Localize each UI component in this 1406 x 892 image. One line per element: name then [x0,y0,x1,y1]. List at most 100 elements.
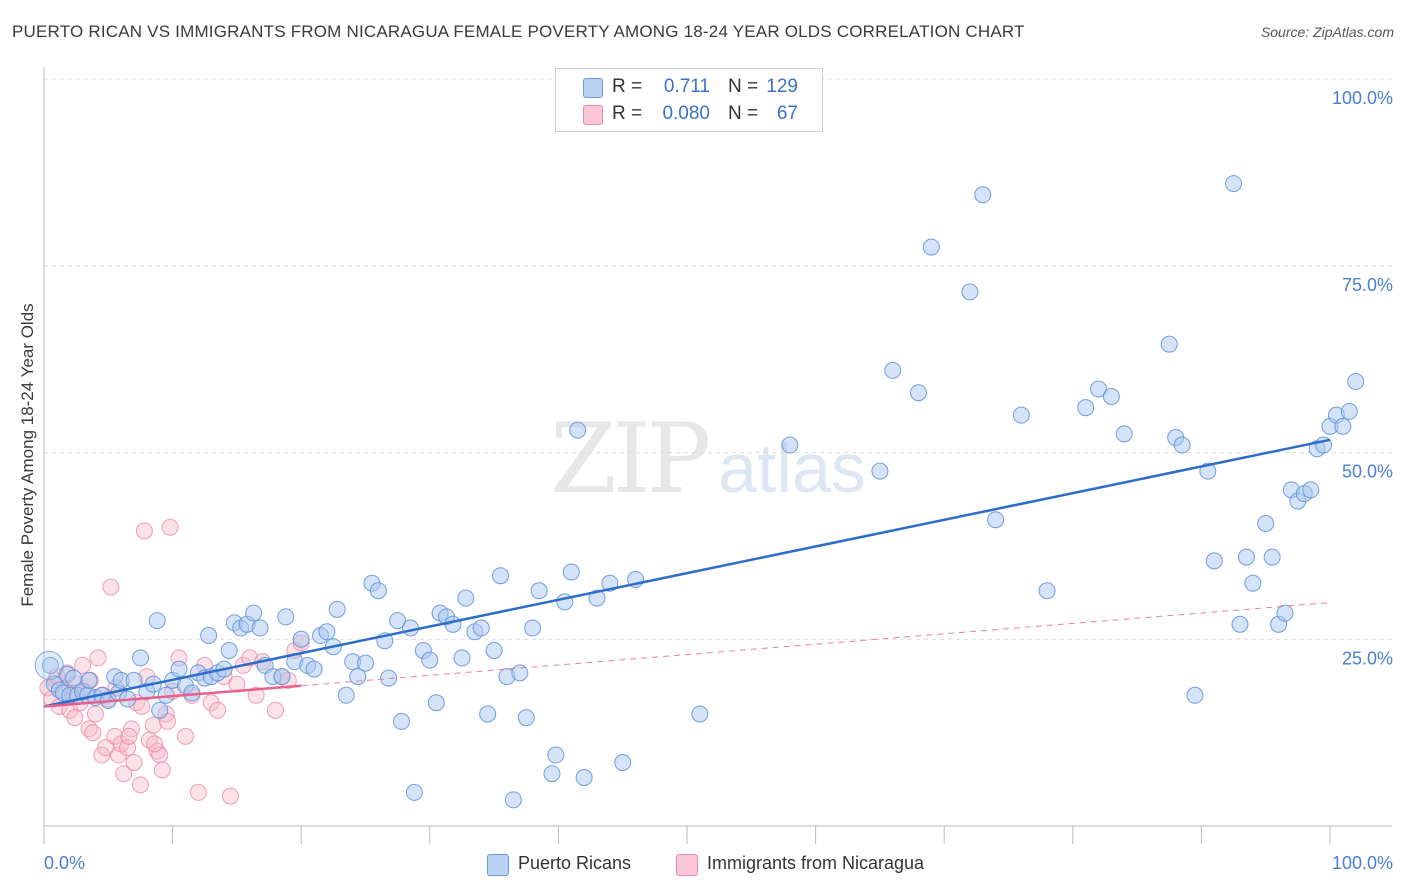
x-tick-label: 0.0% [44,853,85,873]
nicaragua-trend-line-solid [43,684,302,708]
legend-swatch-blue [487,854,509,876]
puerto-rican-point [569,421,587,439]
stats-swatch-blue [583,78,603,98]
nicaragua-point [153,761,171,779]
puerto-rican-point [1263,548,1281,566]
puerto-rican-point [547,746,565,764]
puerto-rican-point [1334,417,1352,435]
puerto-rican-point [305,660,323,678]
chart-title: PUERTO RICAN VS IMMIGRANTS FROM NICARAGU… [12,22,1025,41]
puerto-rican-point [485,641,503,659]
stats-row-puerto-ricans: R = 0.711 N = 129 [556,73,822,101]
puerto-rican-point [292,630,310,648]
nicaragua-point [86,705,104,723]
puerto-rican-point [987,511,1005,529]
puerto-rican-point [517,709,535,727]
puerto-rican-point [524,619,542,637]
puerto-rican-point [588,589,606,607]
puerto-rican-point [273,668,291,686]
puerto-rican-point [1205,552,1223,570]
puerto-rican-point [1257,514,1275,532]
puerto-rican-point [453,649,471,667]
puerto-rican-point [543,765,561,783]
puerto-rican-point [871,462,889,480]
puerto-rican-point [511,664,529,682]
puerto-rican-point [504,791,522,809]
puerto-rican-point [80,671,98,689]
puerto-rican-point [389,612,407,630]
puerto-rican-point [318,623,336,641]
puerto-rican-point [562,563,580,581]
puerto-rican-point [65,669,83,687]
puerto-rican-point [337,686,355,704]
y-tick-label: 75.0% [1342,275,1393,295]
nicaragua-point [74,656,92,674]
stats-r-label: R = [612,103,643,124]
puerto-rican-point [691,705,709,723]
puerto-rican-point [151,701,169,719]
puerto-rican-point [277,608,295,626]
nicaragua-point [84,724,102,742]
puerto-rican-point [1237,548,1255,566]
puerto-rican-point [1347,373,1365,391]
puerto-rican-point [1340,402,1358,420]
puerto-rican-point [1225,175,1243,193]
puerto-rican-point [41,656,59,674]
puerto-rican-point [492,567,510,585]
puerto-rican-point [245,604,263,622]
puerto-rican-points [34,175,1365,809]
puerto-rican-point [1038,582,1056,600]
puerto-rican-trend-line [43,438,1331,708]
puerto-rican-point [1276,604,1294,622]
puerto-rican-point [34,650,64,680]
puerto-rican-point [457,589,475,607]
nicaragua-point [266,701,284,719]
puerto-rican-point [131,649,149,667]
stats-r-label: R = [612,76,643,97]
nicaragua-point [120,727,138,745]
puerto-rican-point [1244,574,1262,592]
puerto-rican-point [380,669,398,687]
y-tick-label: 50.0% [1342,462,1393,482]
puerto-rican-point [427,694,445,712]
stats-n-label: N = [728,103,759,124]
legend-label: Immigrants from Nicaragua [707,853,925,873]
nicaragua-point [151,746,169,764]
puerto-rican-point [479,705,497,723]
nicaragua-point [89,649,107,667]
puerto-rican-point [328,600,346,618]
stats-n-label: N = [728,76,759,97]
puerto-rican-point [369,582,387,600]
puerto-rican-point [922,238,940,256]
puerto-rican-point [357,654,374,672]
nicaragua-trend-line-dashed [301,602,1331,687]
puerto-rican-point [170,660,188,678]
puerto-rican-point [1231,615,1249,633]
grid-layer [44,78,1392,640]
nicaragua-point [176,727,194,745]
nicaragua-point [189,783,207,801]
puerto-rican-point [614,754,632,772]
stats-n-value: 129 [766,76,798,97]
source-credit: Source: ZipAtlas.com [1260,24,1394,40]
puerto-rican-point [472,619,490,637]
puerto-rican-point [393,712,411,730]
nicaragua-point [131,776,149,794]
puerto-rican-point [1012,406,1030,424]
stats-swatch-pink [583,105,603,125]
tick-labels: 25.0% 50.0% 75.0% 100.0% 0.0% 100.0% [44,88,1393,873]
y-tick-label: 25.0% [1342,648,1393,668]
stats-row-nicaragua: R = 0.080 N = 67 [556,100,822,128]
nicaragua-point [66,709,84,727]
puerto-rican-point [1077,399,1095,417]
nicaragua-point [144,716,162,734]
nicaragua-point [161,518,179,536]
puerto-rican-point [405,783,423,801]
x-tick-label: 100.0% [1332,853,1393,873]
puerto-rican-point [961,283,979,301]
trend-lines [43,438,1331,708]
puerto-rican-point [220,641,238,659]
legend: Puerto Ricans Immigrants from Nicaragua [0,852,1406,878]
nicaragua-point [221,787,239,805]
